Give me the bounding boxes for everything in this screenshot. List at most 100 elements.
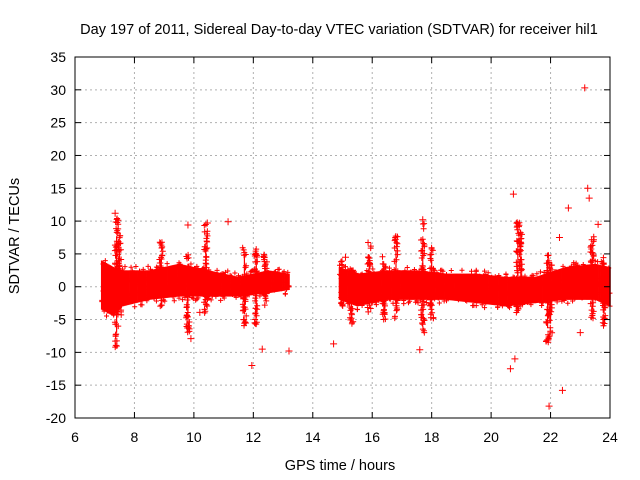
data-point: [365, 308, 372, 315]
data-point-outlier: [576, 329, 584, 337]
data-point: [601, 315, 608, 322]
data-point: [281, 269, 287, 275]
data-point: [186, 325, 193, 332]
data-point: [589, 285, 596, 292]
data-point: [252, 310, 259, 317]
data-point: [545, 257, 552, 264]
data-point: [144, 298, 150, 304]
data-point: [589, 250, 596, 257]
data-point: [162, 298, 168, 304]
data-point: [349, 295, 356, 302]
data-point: [201, 306, 208, 313]
data-point: [112, 342, 119, 349]
data-point: [516, 285, 523, 292]
data-point-outlier: [196, 308, 204, 316]
data-point: [113, 216, 120, 223]
data-point: [117, 308, 124, 315]
y-tick-label: 10: [50, 213, 66, 229]
data-point: [185, 274, 192, 281]
data-point: [394, 240, 401, 247]
data-point: [233, 294, 239, 300]
data-point: [519, 289, 526, 296]
data-point: [239, 244, 246, 251]
data-point: [543, 319, 550, 326]
data-point: [547, 328, 554, 335]
x-tick-label: 18: [424, 429, 440, 445]
data-point: [534, 271, 540, 277]
y-tick-label: -5: [54, 312, 67, 328]
data-point: [225, 268, 231, 274]
data-point: [599, 319, 606, 326]
data-point: [133, 263, 139, 269]
data-point: [546, 311, 553, 318]
y-tick-label: -20: [46, 410, 66, 426]
axis-ticks: 6 8 10 12 14 16 18 20 22 24 -20 -15 -10 -5 0 5 10 15 20 25 3…: [46, 49, 618, 445]
data-point: [418, 302, 425, 309]
data-point: [427, 251, 434, 258]
data-point: [421, 317, 428, 324]
data-point: [132, 304, 138, 310]
data-point: [164, 261, 170, 267]
data-point: [373, 302, 379, 308]
data-point: [104, 313, 110, 319]
data-point: [543, 338, 550, 345]
data-point: [548, 304, 555, 311]
data-point: [571, 261, 577, 267]
data-point: [381, 311, 388, 318]
data-point: [140, 266, 146, 272]
y-tick-label: -15: [46, 377, 66, 393]
data-point: [113, 337, 120, 344]
data-point: [392, 269, 399, 276]
data-point-outlier: [558, 386, 566, 394]
data-point: [528, 302, 534, 308]
data-point: [183, 301, 190, 308]
data-point: [517, 235, 524, 242]
data-point: [115, 240, 122, 247]
data-point: [114, 219, 121, 226]
data-point: [347, 307, 354, 314]
data-point-outlier: [584, 184, 592, 192]
data-point: [588, 236, 595, 243]
data-point: [518, 240, 525, 247]
data-point: [495, 304, 501, 310]
data-point: [427, 314, 434, 321]
data-point: [240, 286, 247, 293]
data-point: [159, 291, 166, 298]
data-point: [602, 304, 609, 311]
data-point: [600, 314, 607, 321]
data-point: [349, 271, 356, 278]
data-point: [419, 279, 426, 286]
data-point: [353, 270, 359, 276]
data-point: [367, 245, 374, 252]
data-point: [112, 244, 119, 251]
data-point: [241, 320, 248, 327]
data-point: [342, 264, 348, 270]
x-tick-label: 14: [305, 429, 321, 445]
plot-frame: [74, 56, 611, 419]
data-point: [428, 251, 435, 258]
data-point: [545, 252, 552, 259]
x-tick-label: 6: [71, 429, 79, 445]
data-point: [411, 267, 417, 273]
x-tick-label: 10: [186, 429, 202, 445]
data-point: [482, 305, 488, 311]
data-point: [214, 267, 220, 273]
data-point: [242, 264, 249, 271]
data-point: [202, 221, 209, 228]
data-point: [260, 253, 267, 260]
data-point: [519, 301, 526, 308]
data-point: [204, 228, 211, 235]
data-point: [554, 299, 560, 305]
data-point: [419, 285, 426, 292]
data-point: [459, 267, 465, 273]
y-tick-label: 25: [50, 115, 66, 131]
data-point: [153, 298, 159, 304]
data-point: [365, 254, 372, 261]
y-tick-label: 35: [50, 49, 66, 65]
data-point: [427, 272, 434, 279]
data-point: [570, 298, 576, 304]
data-point: [546, 292, 553, 299]
data-point: [394, 289, 401, 296]
data-point: [252, 295, 259, 302]
data-point: [201, 279, 208, 286]
